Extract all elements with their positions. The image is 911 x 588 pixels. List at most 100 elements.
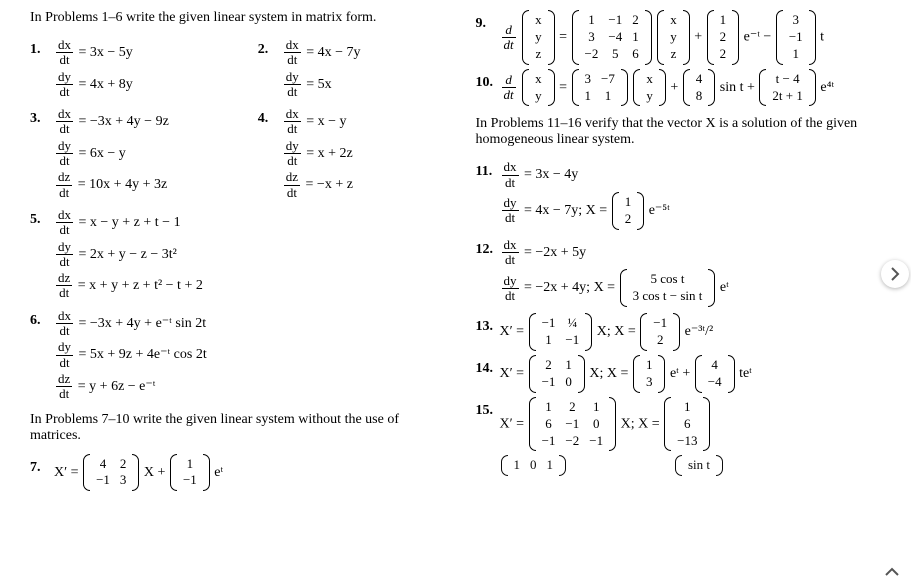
eq: X + [144,465,166,480]
matrix: 4−4 [695,355,735,393]
eq: = 4x − 7y [306,45,360,60]
problem-6: 6. dxdt = −3x + 4y + e⁻ᵗ sin 2t dydt = 5… [30,307,436,404]
problem-number: 5. [30,206,54,228]
problem-4: 4. dxdt = x − y dydt = x + 2z dzdt = −x … [258,105,436,202]
matrix: −1¼1−1 [529,313,593,351]
right-column: 9. ddt xyz = 1−123−41−256 xyz + 122 e⁻ᵗ … [476,10,882,495]
eq: X; X = [597,324,636,339]
eq: = −3x + 4y − 9z [79,114,169,129]
eq: e⁻³ᵗ/² [685,324,714,339]
matrix: xy [522,69,555,107]
matrix: sin t [675,455,723,476]
problem-number: 11. [476,158,500,180]
problem-3: 3. dxdt = −3x + 4y − 9z dydt = 6x − y dz… [30,105,208,202]
eq: = x − y [306,114,346,129]
left-column: In Problems 1–6 write the given linear s… [30,10,436,495]
eq: = 2x + y − z − 3t² [79,247,177,262]
matrix: t − 42t + 1 [759,69,815,107]
eq: = x + 2z [306,146,353,161]
collapse-caret[interactable] [885,566,899,582]
eq: + [670,80,681,95]
matrix: 48 [683,69,716,107]
problem-number [476,455,500,461]
eq: eᵗ [720,281,729,296]
eq: eᵗ [214,465,223,480]
matrix: xyz [657,10,690,65]
problems-3-4: 3. dxdt = −3x + 4y − 9z dydt = 6x − y dz… [30,105,436,206]
problem-1: 1. dxdt = 3x − 5y dydt = 4x + 8y [30,36,208,101]
matrix: 13 [633,355,666,393]
eq: = 3x − 4y [524,167,578,182]
eq: = y + 6z − e⁻ᵗ [78,379,156,394]
matrix: 101 [501,455,567,476]
matrix: 1−1 [170,454,210,492]
problem-number: 9. [476,10,500,32]
problem-2: 2. dxdt = 4x − 7y dydt = 5x [258,36,436,101]
problem-15: 15. X′ = 1216−10−1−2−1 X; X = 16−13 [476,397,882,452]
problem-number: 7. [30,454,54,476]
matrix: 21−10 [529,355,585,393]
matrix: 16−13 [664,397,710,452]
eq: e⁻ᵗ − [744,30,775,45]
intro-3: In Problems 11–16 verify that the vector… [476,116,882,148]
problems-1-2: 1. dxdt = 3x − 5y dydt = 4x + 8y 2. dxdt… [30,36,436,105]
eq: = 3x − 5y [79,45,133,60]
problem-5: 5. dxdt = x − y + z + t − 1 dydt = 2x + … [30,206,436,303]
eq: e⁻⁵ᵗ [649,203,670,218]
problem-number: 14. [476,355,500,377]
chevron-up-icon [885,567,899,577]
matrix: 1216−10−1−2−1 [529,397,617,452]
eq: = 4x − 7y; X = [524,203,607,218]
eq: = 6x − y [79,146,126,161]
matrix: 1−123−41−256 [572,10,652,65]
eq-label: X′ = [500,366,525,381]
eq: + [694,30,705,45]
intro-1: In Problems 1–6 write the given linear s… [30,10,436,26]
problem-number: 10. [476,69,500,91]
matrix: 122 [707,10,740,65]
matrix: 12 [612,192,645,230]
matrix: 3−11 [776,10,816,65]
problem-number: 4. [258,105,282,127]
problem-7: 7. X′ = 42−13 X + 1−1 eᵗ [30,454,436,492]
chevron-right-icon [890,267,900,281]
problem-12: 12. dxdt = −2x + 5y dydt = −2x + 4y; X =… [476,236,882,309]
page: In Problems 1–6 write the given linear s… [0,0,911,505]
problem-9: 9. ddt xyz = 1−123−41−256 xyz + 122 e⁻ᵗ … [476,10,882,65]
eq-label: X′ = [500,324,525,339]
problem-number: 12. [476,236,500,258]
problem-number: 13. [476,313,500,335]
matrix: xy [633,69,666,107]
eq: = −3x + 4y + e⁻ᵗ sin 2t [79,316,207,331]
eq: = 10x + 4y + 3z [78,177,167,192]
problem-number: 1. [30,36,54,58]
eq: sin t + [720,80,759,95]
problem-number: 3. [30,105,54,127]
eq: = 4x + 8y [79,77,133,92]
problem-11: 11. dxdt = 3x − 4y dydt = 4x − 7y; X = 1… [476,158,882,231]
problem-13: 13. X′ = −1¼1−1 X; X = −12 e⁻³ᵗ/² [476,313,882,351]
eq: X; X = [621,416,660,431]
problem-10: 10. ddt xy = 3−711 xy + 48 sin t + t − 4… [476,69,882,107]
eq-label: X′ = [500,416,525,431]
matrix: 42−13 [83,454,139,492]
eq: e⁴ᵗ [820,80,834,95]
intro-2: In Problems 7–10 write the given linear … [30,412,436,444]
matrix: 5 cos t3 cos t − sin t [620,269,716,307]
eq: X; X = [589,366,628,381]
eq: = x + y + z + t² − t + 2 [78,278,203,293]
eq: = 5x [306,77,331,92]
matrix: −12 [640,313,680,351]
eq: t [820,30,824,45]
problem-number: 2. [258,36,282,58]
eq: = 5x + 9z + 4e⁻ᵗ cos 2t [79,347,207,362]
eq: teᵗ [739,366,752,381]
next-page-button[interactable] [881,260,909,288]
problem-number: 15. [476,397,500,419]
eq: eᵗ + [670,366,694,381]
eq-label: X′ = [54,465,79,480]
eq: = −x + z [306,177,353,192]
problem-14: 14. X′ = 21−10 X; X = 13 eᵗ + 4−4 teᵗ [476,355,882,393]
eq: = x − y + z + t − 1 [79,215,181,230]
matrix: 3−711 [572,69,628,107]
